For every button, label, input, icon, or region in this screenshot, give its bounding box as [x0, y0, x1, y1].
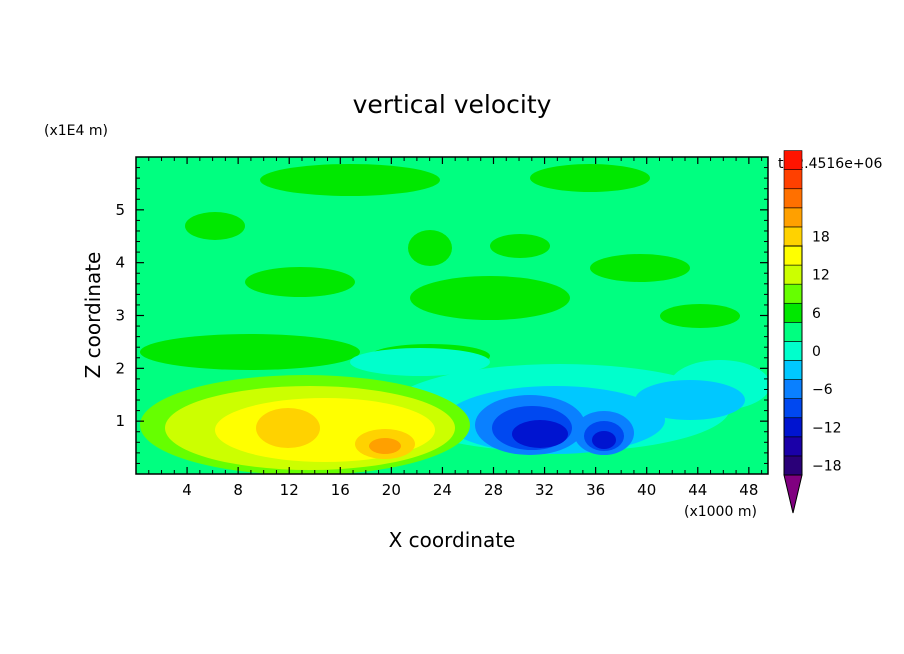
colorbar-segment — [783, 226, 803, 247]
colorbar-segment — [783, 322, 803, 342]
downdraft-region — [475, 395, 634, 455]
colorbar-segment — [783, 188, 803, 209]
colorbar-segment — [783, 455, 803, 476]
updraft-region — [140, 375, 470, 474]
y-axis-ticks: 1 2 3 4 5 — [115, 167, 768, 464]
colorbar-segment — [783, 360, 803, 380]
x-tick-label: 24 — [433, 481, 452, 499]
colorbar-tick-label: −18 — [812, 458, 842, 474]
x-tick-label: 40 — [637, 481, 656, 499]
colorbar-min-arrow — [783, 474, 803, 514]
x-tick-label: 12 — [280, 481, 299, 499]
x-tick-label: 8 — [233, 481, 243, 499]
colorbar-segment — [783, 417, 803, 438]
x-tick-label: 44 — [688, 481, 707, 499]
colorbar-segment — [783, 245, 803, 266]
time-label: t=2.4516e+06 — [778, 156, 882, 172]
x-axis-label: X coordinate — [389, 528, 516, 552]
colorbar-segment — [783, 302, 803, 323]
colorbar-tick-label: −12 — [812, 420, 842, 436]
colorbar-tick-label: 12 — [812, 268, 830, 284]
y-axis-label: Z coordinate — [81, 252, 105, 379]
x-tick-label: 16 — [331, 481, 350, 499]
colorbar-tick-label: 18 — [812, 229, 830, 245]
y-tick-label: 3 — [115, 307, 125, 325]
x-tick-label: 32 — [535, 481, 554, 499]
colorbar-tick-label: −6 — [812, 382, 833, 398]
x-tick-label: 4 — [182, 481, 192, 499]
x-tick-label: 28 — [484, 481, 503, 499]
x-axis-ticks: 4 8 12 16 20 24 28 32 36 40 44 48 — [148, 157, 763, 499]
colorbar-segment — [783, 150, 803, 170]
chart-title: vertical velocity — [353, 90, 552, 119]
colorbar-segment — [783, 207, 803, 228]
y-tick-label: 4 — [115, 254, 125, 272]
colorbar-tick-label: 6 — [812, 306, 821, 322]
colorbar-tick-label: 0 — [812, 344, 821, 360]
colorbar: 18 12 6 0 −6 −12 −18 — [783, 150, 842, 514]
colorbar-segment — [783, 398, 803, 419]
colorbar-segment — [783, 341, 803, 361]
colorbar-segment — [783, 436, 803, 457]
x-tick-label: 36 — [586, 481, 605, 499]
y-tick-label: 5 — [115, 201, 125, 219]
x-tick-label: 20 — [382, 481, 401, 499]
colorbar-segment — [783, 169, 803, 190]
x-tick-label: 48 — [739, 481, 758, 499]
colorbar-segment — [783, 264, 803, 285]
x-scale-label: (x1000 m) — [684, 504, 757, 520]
y-tick-label: 1 — [115, 412, 125, 430]
y-tick-label: 2 — [115, 359, 125, 377]
y-scale-label: (x1E4 m) — [44, 123, 108, 139]
colorbar-frame — [783, 245, 803, 476]
colorbar-segment — [783, 283, 803, 304]
colorbar-segment — [783, 379, 803, 399]
velocity-field — [136, 157, 768, 474]
